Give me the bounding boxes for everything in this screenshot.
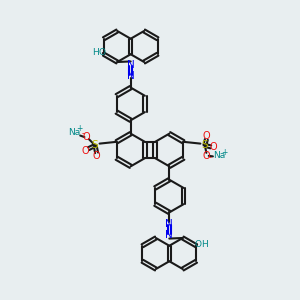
Text: H: H [92, 48, 99, 57]
Text: Na: Na [213, 151, 225, 160]
Text: +: + [221, 148, 227, 157]
Text: O: O [202, 131, 210, 142]
Text: N: N [165, 230, 173, 240]
Text: S: S [202, 140, 208, 150]
Text: O: O [210, 142, 218, 152]
Text: -: - [82, 130, 85, 139]
Text: N: N [127, 60, 135, 70]
Text: O: O [93, 151, 101, 161]
Text: Na: Na [68, 128, 80, 137]
Text: H: H [201, 240, 208, 249]
Text: O: O [83, 132, 91, 142]
Text: O: O [99, 48, 106, 57]
Text: N: N [165, 219, 173, 229]
Text: O: O [82, 146, 89, 156]
Text: S: S [92, 140, 98, 150]
Text: O: O [202, 151, 210, 161]
Text: +: + [76, 124, 82, 133]
Text: O: O [194, 240, 201, 249]
Text: N: N [127, 71, 135, 81]
Text: -: - [208, 153, 211, 162]
